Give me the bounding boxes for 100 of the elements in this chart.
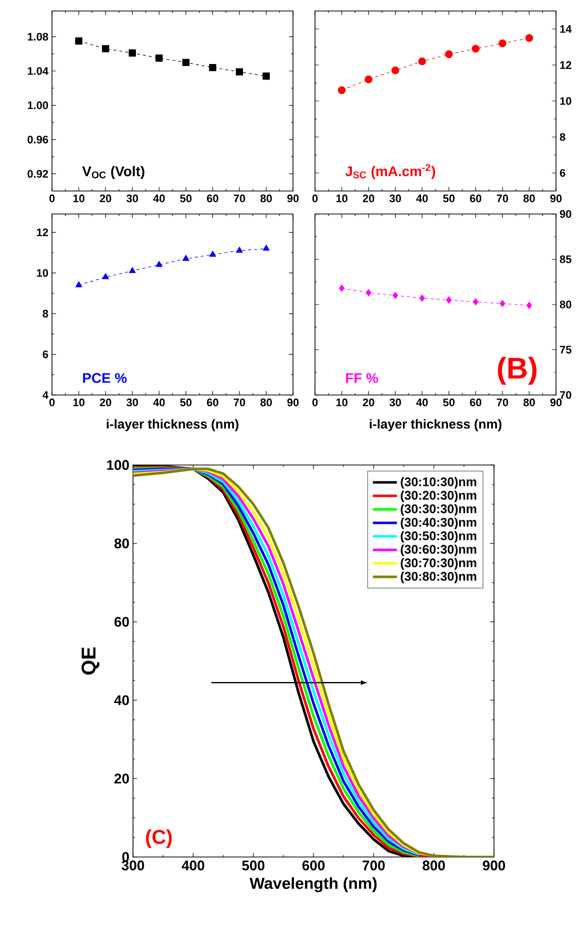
y2-tick-label: 14: [560, 25, 572, 33]
y2-tick-label: 6: [560, 169, 566, 177]
annotation: PCE %: [83, 373, 127, 383]
x-tick-label: 50: [180, 398, 192, 406]
point: [339, 284, 345, 292]
y-tick-label: 80: [114, 538, 129, 548]
x-tick-label: 60: [470, 398, 482, 406]
y-axis-title: QE: [82, 647, 100, 675]
x-tick-label: 10: [336, 194, 348, 202]
point: [338, 86, 346, 94]
y-tick-label: 10: [36, 269, 48, 277]
x-tick-label: 70: [496, 194, 508, 202]
x-tick-label: 80: [523, 194, 535, 202]
x-axis-title: i-layer thickness (nm): [370, 419, 502, 432]
y2-tick-label: 70: [560, 391, 572, 399]
x-tick-label: 90: [287, 194, 299, 202]
point: [182, 254, 190, 261]
x-tick-label: 500: [242, 860, 264, 870]
point: [262, 244, 270, 251]
point: [391, 66, 400, 74]
x-axis-title: i-layer thickness (nm): [106, 419, 238, 432]
x-tick-label: 30: [389, 194, 401, 202]
point: [392, 292, 398, 300]
point: [498, 40, 506, 48]
point: [366, 289, 372, 296]
x-tick-label: 600: [302, 860, 325, 870]
x-tick-label: 20: [100, 398, 112, 406]
x-tick-label: 60: [470, 194, 482, 202]
x-tick-label: 30: [126, 194, 138, 202]
point: [418, 58, 426, 66]
x-tick-label: 0: [312, 194, 318, 202]
point: [75, 37, 82, 45]
x-tick-label: 40: [416, 194, 428, 202]
annotation: V$_{OC}$ (Volt): [82, 166, 144, 179]
x-tick-label: 0: [312, 398, 318, 406]
point: [472, 298, 478, 306]
annotation: (B): [498, 356, 536, 385]
x-tick-label: 40: [416, 398, 428, 406]
y2-tick-label: 90: [560, 210, 572, 218]
point: [102, 273, 109, 280]
x-tick-label: 30: [126, 398, 138, 406]
legend-label: (30:50:30)nm: [400, 531, 476, 543]
point: [525, 34, 534, 42]
point: [445, 50, 453, 58]
y-tick-label: 1.08: [28, 32, 48, 41]
legend-label: (30:60:30)nm: [400, 544, 476, 556]
point: [156, 54, 163, 62]
y2-tick-label: 85: [560, 255, 572, 264]
x-tick-label: 300: [122, 860, 144, 870]
y-tick-label: 8: [42, 310, 48, 318]
x-tick-label: 80: [523, 398, 535, 406]
x-tick-label: 70: [234, 398, 246, 406]
x-tick-label: 20: [100, 194, 112, 202]
legend-label: (30:70:30)nm: [400, 558, 476, 570]
legend-label: (30:80:30)nm: [400, 572, 476, 584]
x-tick-label: 70: [234, 194, 246, 202]
point: [500, 300, 506, 308]
y-tick-label: 1.00: [28, 101, 48, 110]
point: [128, 49, 136, 57]
legend-label: (30:30:30)nm: [400, 504, 476, 516]
point: [236, 246, 243, 253]
point: [128, 267, 136, 274]
y-tick-label: 12: [36, 228, 48, 236]
x-tick-label: 0: [49, 398, 55, 406]
y2-tick-label: 10: [560, 97, 572, 105]
x-tick-label: 80: [260, 398, 272, 406]
x-tick-label: 30: [389, 398, 401, 406]
x-tick-label: 90: [550, 194, 562, 202]
x-tick-label: 40: [153, 194, 165, 202]
y2-tick-label: 75: [560, 346, 572, 354]
point: [364, 76, 372, 84]
point: [102, 45, 110, 52]
y2-tick-label: 12: [560, 61, 572, 69]
x-tick-label: 700: [362, 860, 385, 870]
x-tick-label: 20: [362, 398, 374, 406]
line-series: [133, 468, 494, 857]
x-tick-label: 10: [73, 194, 84, 202]
legend-label: (30:40:30)nm: [400, 518, 476, 530]
point: [472, 44, 480, 53]
annotation: J$_{SC}$ (mA.cm$^{-2}$): [345, 164, 436, 179]
y2-tick-label: 80: [560, 300, 572, 308]
legend-label: (30:20:30)nm: [400, 490, 476, 502]
point: [75, 281, 82, 288]
point: [262, 72, 270, 80]
x-tick-label: 90: [287, 398, 299, 406]
x-tick-label: 20: [362, 194, 374, 202]
y-tick-label: 60: [114, 616, 129, 627]
x-tick-label: 60: [206, 194, 218, 202]
y-tick-label: 40: [114, 695, 129, 706]
x-tick-label: 400: [182, 860, 204, 870]
x-tick-label: 50: [443, 398, 455, 406]
x-tick-label: 10: [73, 398, 84, 406]
x-axis-title: Wavelength (nm): [250, 877, 377, 892]
point: [236, 68, 244, 76]
x-tick-label: 10: [336, 398, 348, 406]
annotation: (C): [146, 829, 172, 848]
y2-tick-label: 8: [560, 133, 566, 141]
x-tick-label: 60: [206, 398, 218, 406]
point: [209, 64, 216, 72]
annotation: FF %: [346, 373, 378, 383]
